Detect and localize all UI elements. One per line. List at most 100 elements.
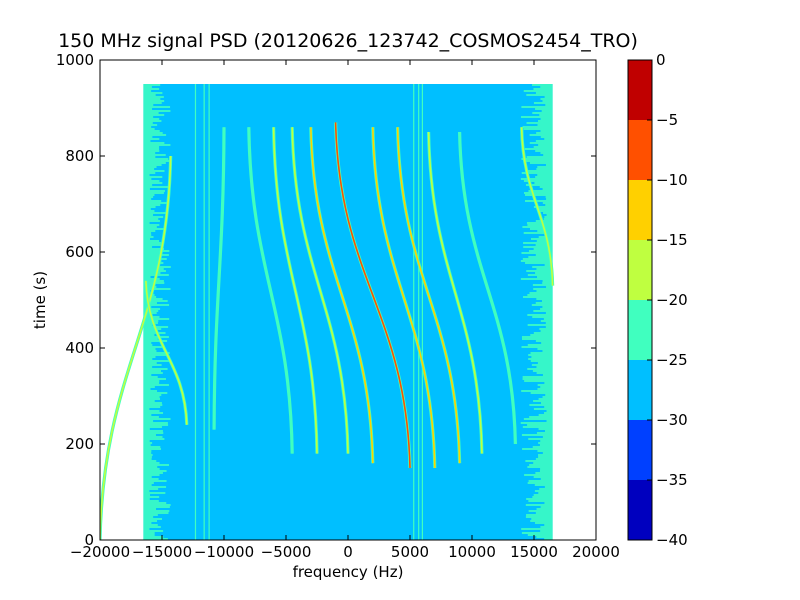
noise-left: [143, 384, 169, 386]
noise-left: [143, 488, 159, 490]
noise-left: [143, 368, 168, 370]
noise-left: [143, 122, 153, 124]
noise-left: [143, 360, 171, 362]
noise-right: [537, 362, 553, 364]
noise-left: [143, 232, 152, 234]
noise-right: [523, 418, 553, 420]
noise-right: [542, 436, 553, 438]
noise-left: [143, 268, 164, 270]
noise-left: [143, 422, 168, 424]
noise-right: [538, 120, 553, 122]
noise-right: [526, 122, 553, 124]
noise-left: [143, 204, 161, 206]
noise-right: [540, 320, 553, 322]
noise-right: [527, 274, 553, 276]
noise-left: [143, 230, 156, 232]
noise-left: [143, 436, 163, 438]
y-tick-label: 600: [65, 243, 94, 261]
noise-right: [535, 108, 553, 110]
noise-right: [528, 358, 553, 360]
noise-right: [529, 464, 553, 466]
noise-left: [143, 186, 170, 188]
noise-right: [523, 296, 553, 298]
noise-left: [143, 528, 150, 530]
noise-left: [143, 382, 160, 384]
noise-left: [143, 428, 150, 430]
noise-right: [529, 134, 553, 136]
noise-left: [143, 184, 153, 186]
noise-left: [143, 250, 170, 252]
noise-left: [143, 294, 155, 296]
noise-right: [535, 302, 553, 304]
noise-left: [143, 330, 157, 332]
noise-left: [143, 432, 164, 434]
noise-right: [527, 314, 553, 316]
noise-left: [143, 192, 164, 194]
noise-left: [143, 404, 163, 406]
noise-left: [143, 208, 151, 210]
noise-right: [542, 282, 553, 284]
noise-left: [143, 248, 164, 250]
noise-right: [545, 164, 553, 166]
noise-left: [143, 202, 168, 204]
noise-left: [143, 408, 150, 410]
noise-right: [529, 142, 553, 144]
noise-right: [540, 152, 553, 154]
noise-left: [143, 236, 154, 238]
noise-left: [143, 284, 154, 286]
noise-left: [143, 386, 155, 388]
noise-left: [143, 134, 167, 136]
noise-left: [143, 484, 152, 486]
noise-left: [143, 106, 171, 108]
noise-right: [526, 498, 553, 500]
noise-left: [143, 286, 157, 288]
noise-right: [530, 360, 553, 362]
noise-right: [520, 422, 553, 424]
noise-right: [530, 334, 553, 336]
noise-right: [529, 292, 553, 294]
noise-left: [143, 258, 167, 260]
noise-right: [522, 126, 553, 128]
noise-right: [537, 166, 553, 168]
noise-left: [143, 522, 152, 524]
colorbar-segment: [628, 480, 652, 540]
noise-right: [529, 416, 553, 418]
noise-left: [143, 194, 155, 196]
noise-right: [525, 504, 553, 506]
noise-left: [143, 168, 155, 170]
colorbar-tick-label: −30: [656, 411, 688, 429]
noise-right: [540, 506, 553, 508]
noise-right: [534, 182, 553, 184]
noise-left: [143, 320, 159, 322]
noise-left: [143, 504, 171, 506]
noise-left: [143, 108, 153, 110]
noise-right: [538, 428, 553, 430]
noise-left: [143, 216, 164, 218]
chart-title: 150 MHz signal PSD (20120626_123742_COSM…: [58, 30, 638, 52]
noise-right: [530, 238, 553, 240]
noise-left: [143, 180, 160, 182]
colorbar-segment: [628, 420, 652, 480]
noise-right: [538, 454, 553, 456]
noise-left: [143, 222, 150, 224]
noise-right: [521, 532, 553, 534]
colorbar-tick-label: −25: [656, 351, 688, 369]
noise-right: [537, 384, 553, 386]
noise-right: [533, 146, 553, 148]
noise-right: [542, 452, 553, 454]
noise-right: [544, 524, 553, 526]
noise-left: [143, 534, 155, 536]
noise-right: [525, 516, 553, 518]
noise-right: [535, 512, 553, 514]
track-4: [272, 127, 318, 454]
noise-left: [143, 370, 162, 372]
noise-left: [143, 118, 160, 120]
noise-right: [544, 382, 553, 384]
noise-right: [545, 322, 553, 324]
noise-right: [540, 386, 553, 388]
noise-left: [143, 178, 152, 180]
noise-left: [143, 92, 163, 94]
noise-right: [539, 328, 553, 330]
noise-left: [143, 336, 169, 338]
noise-left: [143, 400, 155, 402]
